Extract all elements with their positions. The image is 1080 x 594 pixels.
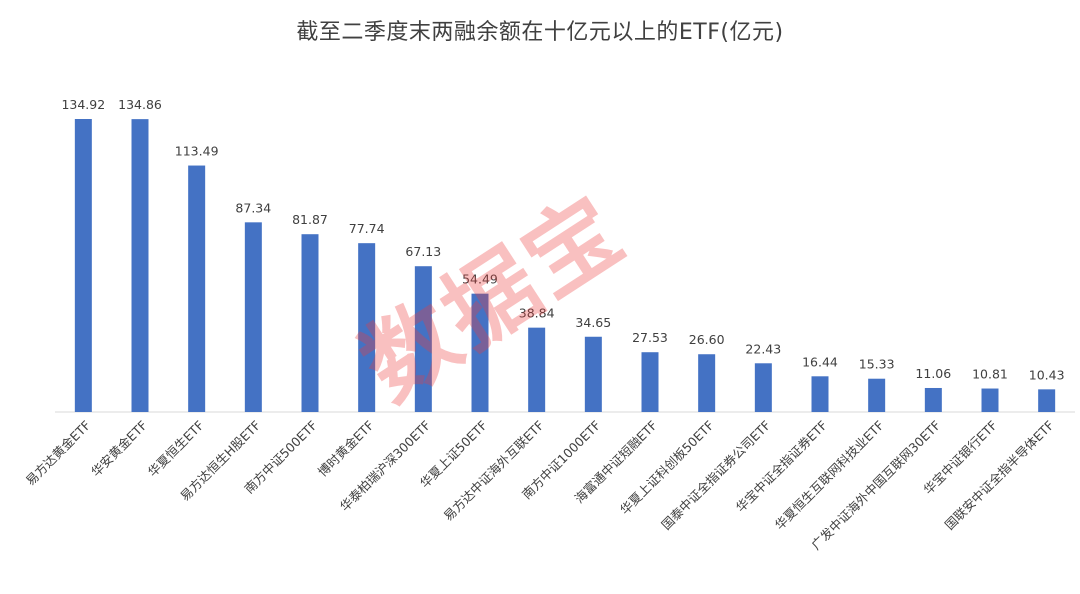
bar xyxy=(754,363,772,412)
data-label: 34.65 xyxy=(575,315,611,330)
x-tick-label: 国泰中证全指证券公司ETF xyxy=(658,418,773,533)
data-label: 10.81 xyxy=(972,367,1008,382)
bar xyxy=(244,222,262,412)
data-label: 11.06 xyxy=(915,366,951,381)
bar xyxy=(981,388,999,412)
data-label: 22.43 xyxy=(745,341,781,356)
bar xyxy=(811,376,829,412)
bar xyxy=(188,165,206,412)
bar xyxy=(868,378,886,412)
bar xyxy=(358,243,376,412)
data-label: 134.86 xyxy=(118,97,162,112)
x-tick-label: 华夏恒生互联网科技业ETF xyxy=(772,418,887,533)
bar xyxy=(131,119,149,412)
data-label: 67.13 xyxy=(405,244,441,259)
bar xyxy=(641,352,659,412)
data-label: 26.60 xyxy=(689,332,725,347)
bar xyxy=(584,336,602,412)
bar xyxy=(1038,389,1056,412)
data-label: 10.43 xyxy=(1029,367,1065,382)
x-tick-label: 华夏恒生ETF xyxy=(145,418,207,480)
x-tick-label: 国联安中证全指半导体ETF xyxy=(942,418,1057,533)
data-label: 38.84 xyxy=(519,306,555,321)
x-tick-label: 易方达中证海外互联ETF xyxy=(441,418,547,524)
bar xyxy=(471,293,489,412)
bar xyxy=(698,354,716,412)
x-tick-label: 华安黄金ETF xyxy=(88,418,150,480)
bar xyxy=(924,387,942,412)
data-label: 27.53 xyxy=(632,330,668,345)
data-label: 81.87 xyxy=(292,212,328,227)
bar xyxy=(528,327,546,412)
data-label: 113.49 xyxy=(175,144,219,159)
bar xyxy=(301,234,319,412)
data-label: 54.49 xyxy=(462,272,498,287)
data-label: 15.33 xyxy=(859,357,895,372)
bar xyxy=(74,119,92,412)
data-label: 16.44 xyxy=(802,354,838,369)
data-label: 134.92 xyxy=(61,97,105,112)
bar xyxy=(414,266,432,412)
x-tick-label: 博时黄金ETF xyxy=(315,418,377,480)
x-tick-label: 华夏上证科创板50ETF xyxy=(617,418,717,518)
x-tick-label: 易方达黄金ETF xyxy=(23,418,94,489)
data-label: 87.34 xyxy=(235,200,271,215)
chart-title: 截至二季度末两融余额在十亿元以上的ETF(亿元) xyxy=(296,20,784,45)
data-label: 77.74 xyxy=(349,221,385,236)
